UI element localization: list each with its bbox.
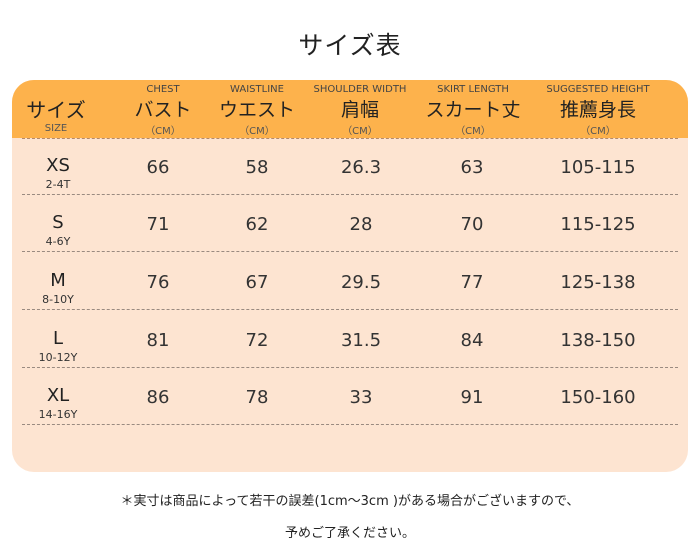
header-waist-jp: ウエスト: [218, 99, 295, 121]
header-chest-en: CHEST: [146, 84, 180, 95]
size-age: 8-10Y: [42, 293, 74, 306]
row-divider: [22, 251, 678, 252]
header-height-en: SUGGESTED HEIGHT: [546, 84, 650, 95]
chest-value: 66: [146, 157, 170, 178]
shoulder-value: 33: [349, 387, 373, 408]
waist-value: 67: [245, 272, 269, 293]
header-skirt: SKIRT LENGTH スカート丈 （CM）: [418, 84, 528, 137]
header-shoulder-jp: 肩幅: [340, 99, 379, 121]
row-divider: [22, 367, 678, 368]
skirt-value: 91: [460, 387, 484, 408]
header-skirt-en: SKIRT LENGTH: [437, 84, 509, 95]
row-divider: [22, 309, 678, 310]
height-value: 138-150: [560, 330, 636, 351]
skirt-value: 70: [460, 214, 484, 235]
header-divider: [22, 138, 678, 139]
header-size-en: SIZE: [44, 123, 68, 134]
height-value: 125-138: [560, 272, 636, 293]
header-shoulder: SHOULDER WIDTH 肩幅 （CM）: [305, 84, 415, 137]
size-age: 2-4T: [45, 178, 71, 191]
chest-value: 71: [146, 214, 170, 235]
height-value: 150-160: [560, 387, 636, 408]
shoulder-value: 28: [349, 214, 373, 235]
table-header: サイズ SIZE CHEST バスト （CM） WAISTLINE ウエスト （…: [12, 80, 688, 138]
header-waist: WAISTLINE ウエスト （CM）: [202, 84, 312, 137]
chest-value: 76: [146, 272, 170, 293]
header-shoulder-unit: （CM）: [342, 126, 378, 137]
header-size: サイズ SIZE: [16, 94, 96, 134]
chest-value: 86: [146, 387, 170, 408]
header-shoulder-en: SHOULDER WIDTH: [313, 84, 407, 95]
header-chest-jp: バスト: [134, 99, 192, 121]
size-code: L: [52, 328, 64, 349]
skirt-value: 84: [460, 330, 484, 351]
size-code: XL: [46, 385, 70, 406]
shoulder-value: 29.5: [340, 272, 382, 293]
size-age: 14-16Y: [38, 408, 78, 421]
skirt-value: 77: [460, 272, 484, 293]
page-title: サイズ表: [298, 31, 402, 60]
size-code: XS: [46, 155, 70, 176]
header-height-jp: 推薦身長: [559, 99, 636, 121]
header-waist-en: WAISTLINE: [230, 84, 284, 95]
size-age: 10-12Y: [38, 351, 78, 364]
header-chest-unit: （CM）: [145, 126, 181, 137]
header-skirt-unit: （CM）: [455, 126, 491, 137]
skirt-value: 63: [460, 157, 484, 178]
waist-value: 78: [245, 387, 269, 408]
header-skirt-jp: スカート丈: [425, 99, 521, 121]
size-code: S: [52, 212, 64, 233]
header-height-unit: （CM）: [580, 126, 616, 137]
size-code: M: [50, 270, 66, 291]
size-age: 4-6Y: [45, 235, 71, 248]
row-divider: [22, 424, 678, 425]
chest-value: 81: [146, 330, 170, 351]
height-value: 115-125: [560, 214, 636, 235]
size-table: サイズ SIZE CHEST バスト （CM） WAISTLINE ウエスト （…: [12, 80, 688, 472]
waist-value: 62: [245, 214, 269, 235]
waist-value: 72: [245, 330, 269, 351]
shoulder-value: 26.3: [340, 157, 382, 178]
header-size-jp: サイズ: [26, 98, 86, 122]
waist-value: 58: [245, 157, 269, 178]
disclaimer-line-1: ＊実寸は商品によって若干の誤差(1cm～3cm )がある場合がございますので、: [120, 494, 580, 509]
header-chest: CHEST バスト （CM）: [108, 84, 218, 137]
header-waist-unit: （CM）: [239, 126, 275, 137]
header-height: SUGGESTED HEIGHT 推薦身長 （CM）: [538, 84, 658, 137]
shoulder-value: 31.5: [340, 330, 382, 351]
disclaimer-line-2: 予めご了承ください。: [284, 526, 415, 541]
row-divider: [22, 194, 678, 195]
height-value: 105-115: [560, 157, 636, 178]
